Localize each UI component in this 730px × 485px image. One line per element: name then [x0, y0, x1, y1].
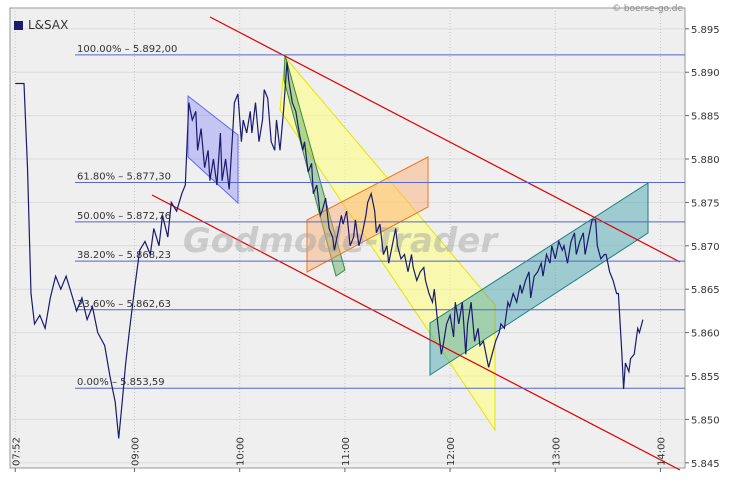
x-tick-label: 07:52 [11, 437, 22, 466]
y-tick-label: 5.895 [691, 25, 720, 36]
fib-label: 100.00% – 5.892,00 [77, 44, 177, 55]
x-tick-label: 14:00 [656, 437, 667, 466]
y-tick-label: 5.855 [691, 372, 720, 383]
trend-line [151, 194, 681, 471]
x-tick-label: 10:00 [236, 437, 247, 466]
y-tick-label: 5.885 [691, 112, 720, 123]
watermark: Godmode-Trader [183, 221, 499, 261]
x-tick-label: 11:00 [341, 437, 352, 466]
legend-swatch [14, 21, 23, 30]
y-tick-label: 5.880 [691, 155, 720, 166]
fib-label: 38.20% – 5.868,23 [77, 250, 171, 261]
levels: 100.00% – 5.892,00 61.80% – 5.877,30 50.00… [75, 44, 685, 389]
grid [10, 8, 685, 468]
fib-label: 61.80% – 5.877,30 [77, 171, 171, 182]
legend-label: L&SAX [28, 18, 68, 32]
y-tick-label: 5.845 [691, 459, 720, 470]
trend-line [209, 16, 681, 263]
y-tick-label: 5.850 [691, 415, 720, 426]
price-line [15, 61, 644, 439]
y-tick-label: 5.870 [691, 242, 720, 253]
x-tick-label: 13:00 [551, 437, 562, 466]
y-tick-label: 5.865 [691, 285, 720, 296]
y-tick-label: 5.875 [691, 198, 720, 209]
y-tick-label: 5.890 [691, 68, 720, 79]
y-tick-label: 5.860 [691, 329, 720, 340]
x-tick-label: 09:00 [130, 437, 141, 466]
orange-channel [306, 156, 429, 273]
drawings [151, 16, 681, 471]
fib-label: 23.60% – 5.862,63 [77, 299, 171, 310]
source: © boerse-go.de [612, 4, 683, 14]
fib-label: 0.00% – 5.853,59 [77, 377, 165, 388]
fib-label: 50.00% – 5.872,76 [77, 211, 171, 222]
blue-channel [187, 94, 239, 205]
teal-channel [429, 182, 649, 376]
x-tick-label: 12:00 [446, 437, 457, 466]
